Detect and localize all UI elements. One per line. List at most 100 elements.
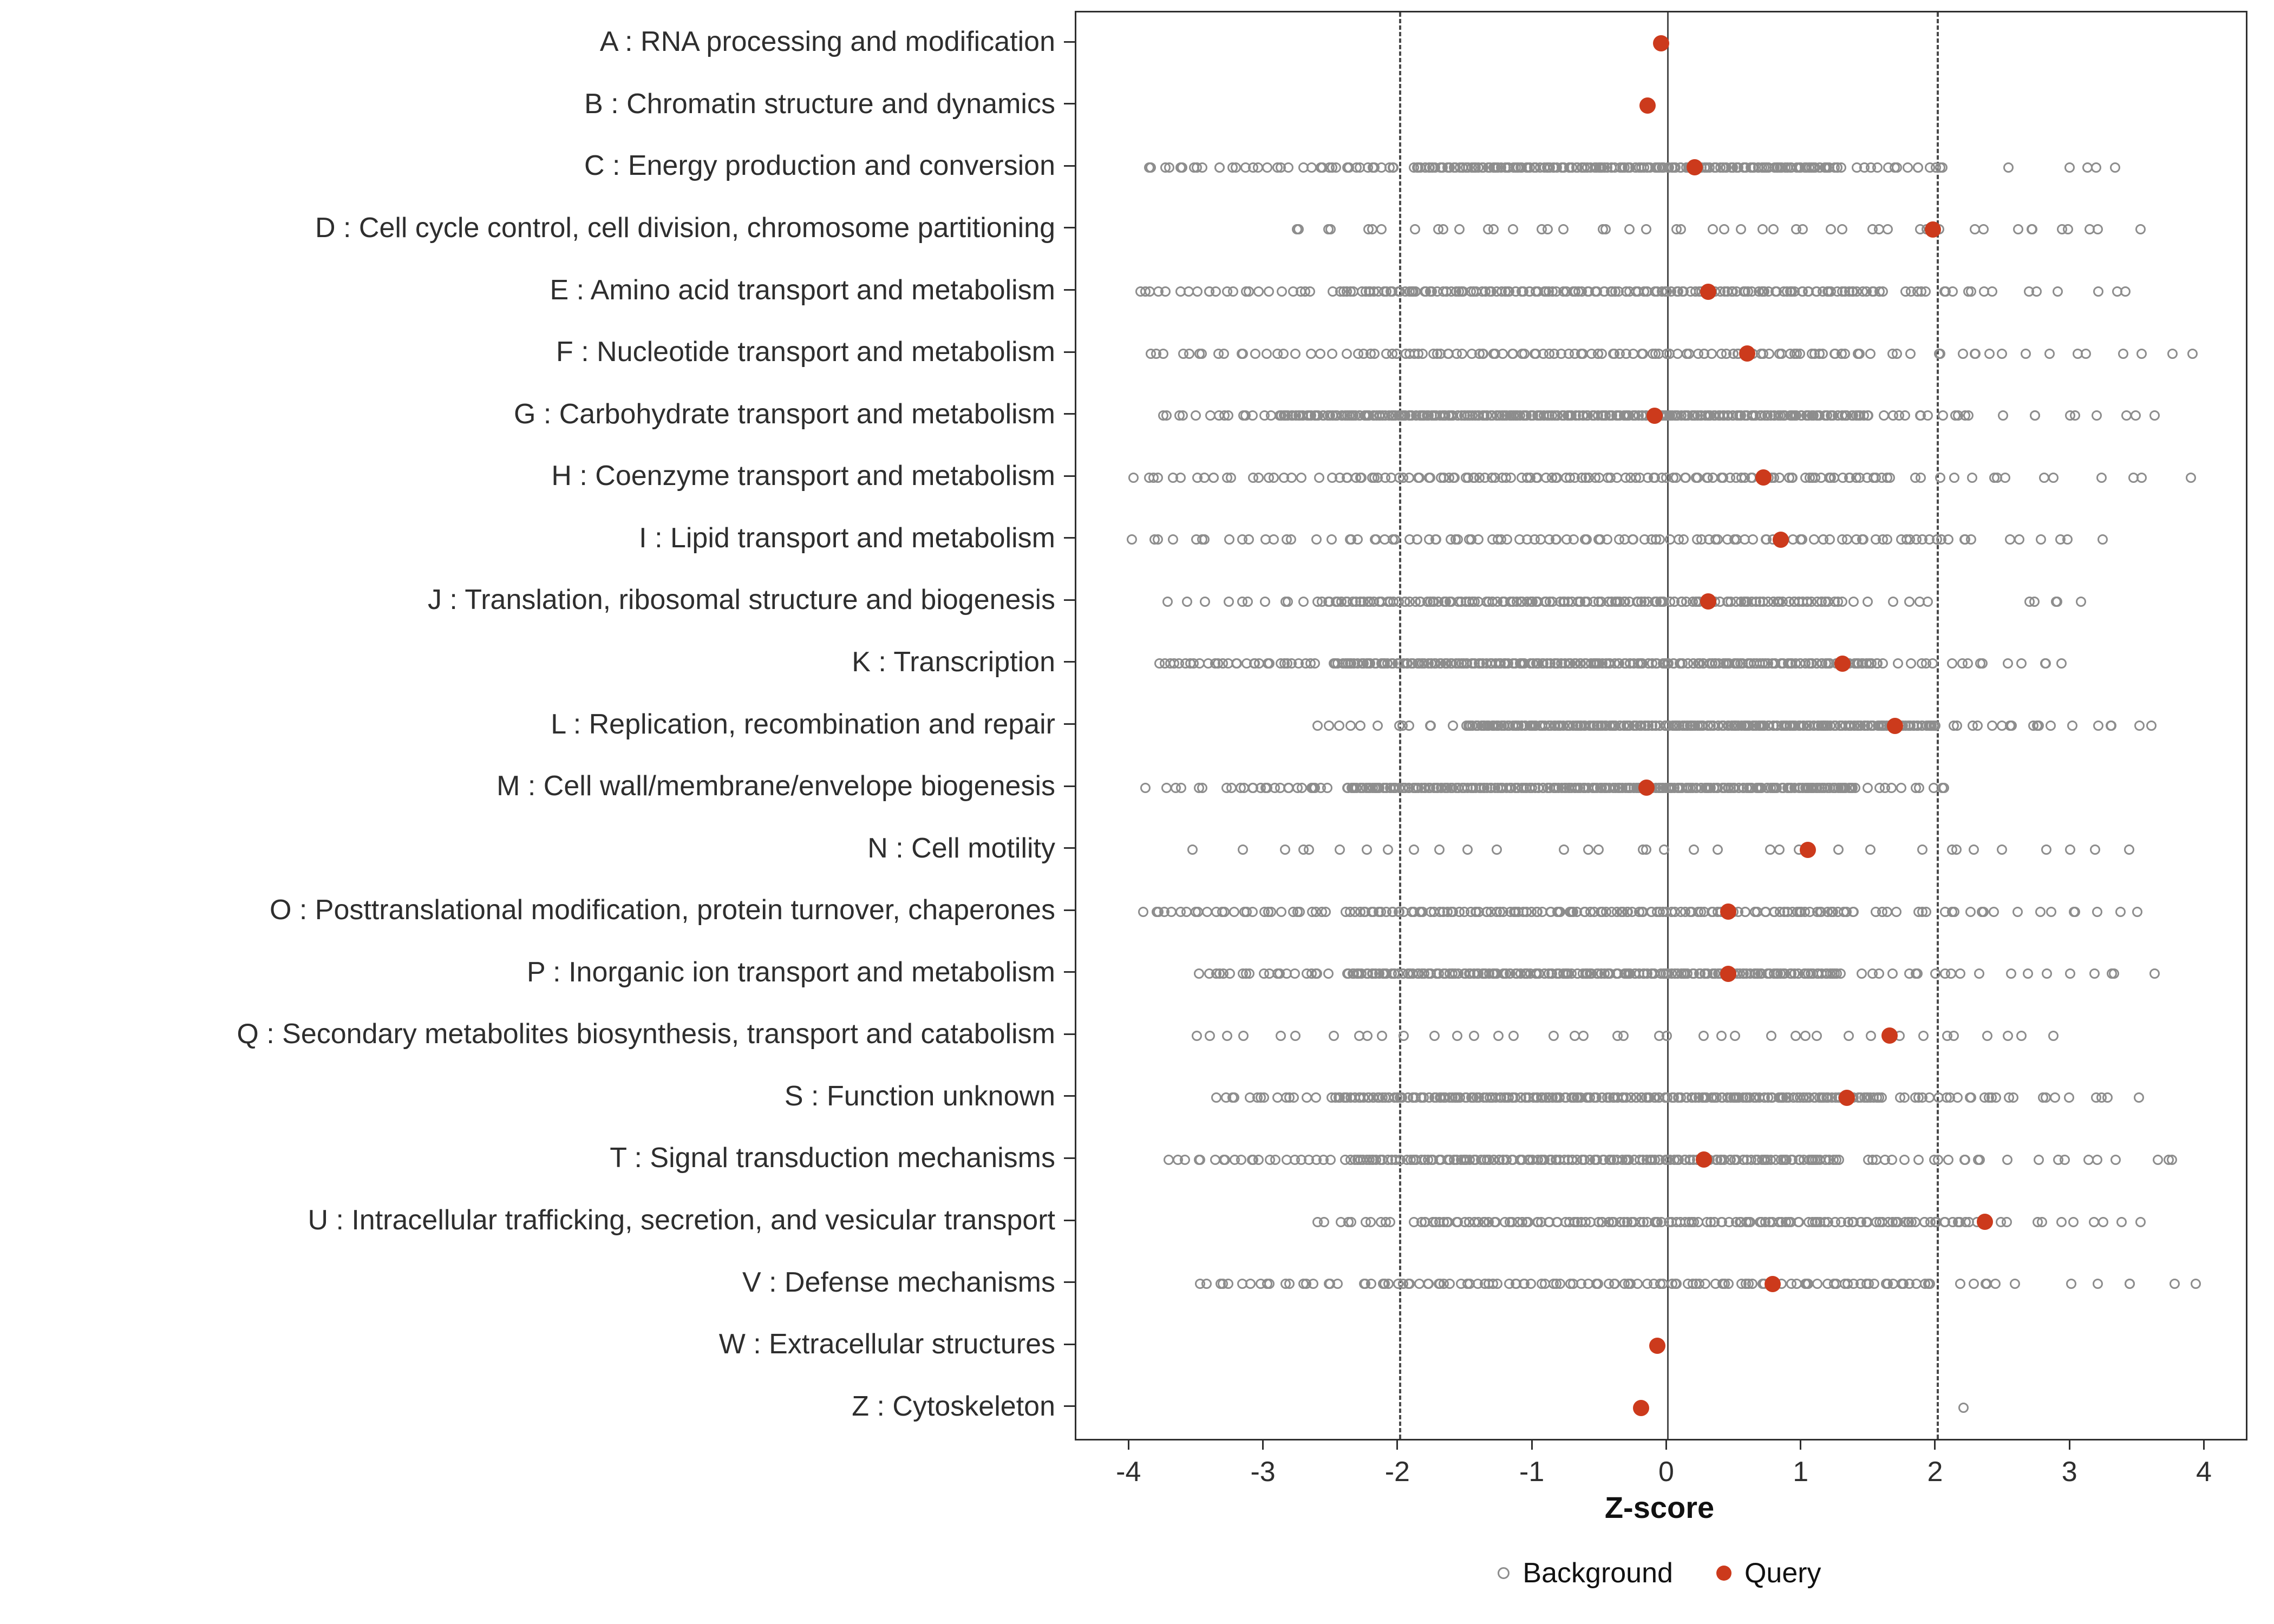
background-point: [1597, 348, 1608, 359]
background-point: [1238, 410, 1249, 421]
x-axis-tick: [1127, 1439, 1129, 1450]
background-point: [1331, 162, 1342, 173]
background-point: [1161, 782, 1172, 793]
background-point: [1140, 782, 1151, 793]
background-point: [2064, 162, 2075, 173]
x-axis-tick-label: 0: [1658, 1456, 1674, 1488]
background-point: [2131, 410, 2141, 421]
background-point: [1448, 721, 1459, 731]
query-point: [1887, 717, 1903, 734]
background-point: [1689, 844, 1700, 855]
background-point: [1837, 224, 1848, 235]
category-label: E : Amino acid transport and metabolism: [550, 274, 1055, 306]
background-point: [1429, 1030, 1440, 1041]
background-point: [1812, 1279, 1823, 1289]
background-point: [1997, 844, 2008, 855]
background-point: [1408, 844, 1419, 855]
background-point: [1671, 472, 1682, 483]
background-point: [1127, 534, 1138, 545]
category-label: U : Intracellular trafficking, secretion…: [308, 1204, 1055, 1236]
y-axis-tick: [1064, 103, 1075, 105]
background-point: [2049, 1092, 2060, 1103]
background-point: [2149, 968, 2160, 979]
background-point: [2042, 968, 2053, 979]
background-point: [1969, 844, 1979, 855]
category-label: S : Function unknown: [784, 1080, 1055, 1112]
background-point: [1558, 844, 1569, 855]
background-point: [1924, 1279, 1935, 1289]
background-point: [1164, 162, 1174, 173]
background-point: [1262, 348, 1272, 359]
background-point: [1972, 721, 1983, 731]
background-point: [2136, 348, 2147, 359]
background-point: [1193, 782, 1204, 793]
background-point: [1965, 286, 1976, 297]
background-point: [1892, 658, 1903, 669]
background-point: [1144, 162, 1155, 173]
background-point: [2005, 968, 2016, 979]
background-point: [2118, 348, 2129, 359]
background-point: [1850, 782, 1861, 793]
background-point: [2012, 906, 2023, 917]
background-point: [1276, 286, 1287, 297]
background-point: [1877, 286, 1888, 297]
background-point: [1655, 534, 1665, 545]
background-point: [2089, 1216, 2099, 1227]
background-point: [1403, 721, 1414, 731]
background-point: [1551, 534, 1562, 545]
background-point: [2124, 1279, 2135, 1289]
background-point: [1678, 534, 1689, 545]
background-point: [1935, 472, 1945, 483]
background-point: [1966, 472, 1977, 483]
background-point: [2190, 1279, 2201, 1289]
legend-item-query: Query: [1716, 1557, 1821, 1589]
background-point: [1462, 844, 1473, 855]
background-point: [1914, 782, 1925, 793]
background-point: [1217, 906, 1227, 917]
background-point: [1204, 1030, 1215, 1041]
category-label: H : Coenzyme transport and metabolism: [551, 460, 1055, 492]
background-point: [1877, 1092, 1887, 1103]
background-point: [1201, 1279, 1212, 1289]
y-axis-tick: [1064, 289, 1075, 291]
query-point: [1799, 841, 1816, 858]
background-point: [1680, 472, 1691, 483]
query-point: [1739, 345, 1755, 362]
background-point: [2030, 410, 2041, 421]
background-point: [2033, 1154, 2044, 1165]
background-point: [1218, 348, 1229, 359]
background-point: [2170, 1279, 2180, 1289]
background-point: [1892, 162, 1903, 173]
background-point: [2014, 534, 2025, 545]
background-point: [1187, 844, 1198, 855]
background-point: [2116, 1216, 2127, 1227]
background-point: [1314, 472, 1325, 483]
category-label: G : Carbohydrate transport and metabolis…: [513, 398, 1055, 430]
y-axis-tick: [1064, 1405, 1075, 1407]
background-point: [1506, 472, 1517, 483]
background-point: [1602, 534, 1612, 545]
background-point: [1355, 721, 1366, 731]
x-axis-tick-label: 4: [2196, 1456, 2212, 1488]
background-point: [1327, 534, 1337, 545]
background-point: [1346, 1216, 1357, 1227]
background-point: [1800, 1030, 1811, 1041]
background-point: [1264, 658, 1275, 669]
query-point: [1772, 531, 1789, 548]
background-point: [1160, 286, 1171, 297]
background-point: [1765, 844, 1776, 855]
x-axis-tick-label: -1: [1519, 1456, 1545, 1488]
x-axis-tick: [1396, 1439, 1399, 1450]
background-point: [2021, 348, 2031, 359]
background-point: [1425, 721, 1436, 731]
background-point: [1899, 410, 1910, 421]
background-point: [1433, 224, 1443, 235]
background-point: [1327, 348, 1337, 359]
background-point: [1483, 224, 1494, 235]
background-point: [2048, 472, 2059, 483]
background-point: [1706, 348, 1717, 359]
background-point: [1675, 224, 1686, 235]
background-point: [1166, 906, 1177, 917]
background-point: [1244, 286, 1254, 297]
